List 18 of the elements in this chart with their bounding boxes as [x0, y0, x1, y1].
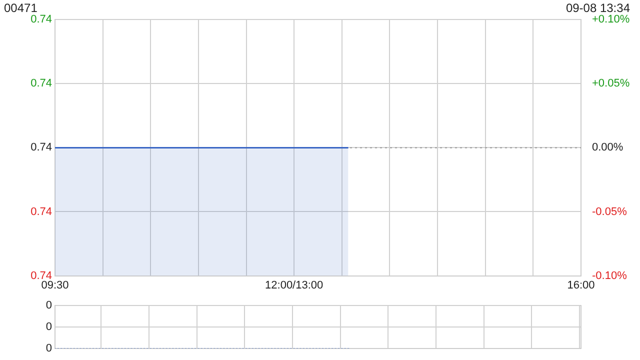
x-tick-label: 16:00 — [567, 279, 595, 292]
y-tick-label: 0.74 — [30, 206, 52, 218]
chart-title: 00471 — [4, 1, 38, 15]
y2-tick-label: -0.10% — [592, 270, 628, 282]
x-tick-label: 12:00/13:00 — [265, 279, 324, 292]
y-tick-label: 0 — [46, 342, 52, 354]
y2-tick-label: 0.00% — [592, 142, 624, 154]
y-tick-label: 0.74 — [30, 14, 52, 26]
y2-tick-label: +0.05% — [592, 78, 630, 90]
y2-tick-label: -0.05% — [592, 206, 628, 218]
y-tick-label: 0 — [46, 321, 52, 334]
y-tick-label: 0.74 — [30, 142, 52, 154]
y-tick-label: 0.74 — [30, 270, 52, 282]
x-tick-label: 09:30 — [41, 279, 69, 292]
y2-tick-label: +0.10% — [592, 14, 630, 26]
y-tick-label: 0 — [46, 300, 52, 312]
chart-subtitle: 09-08 13:34 — [566, 1, 630, 15]
y-tick-label: 0.74 — [30, 78, 52, 90]
